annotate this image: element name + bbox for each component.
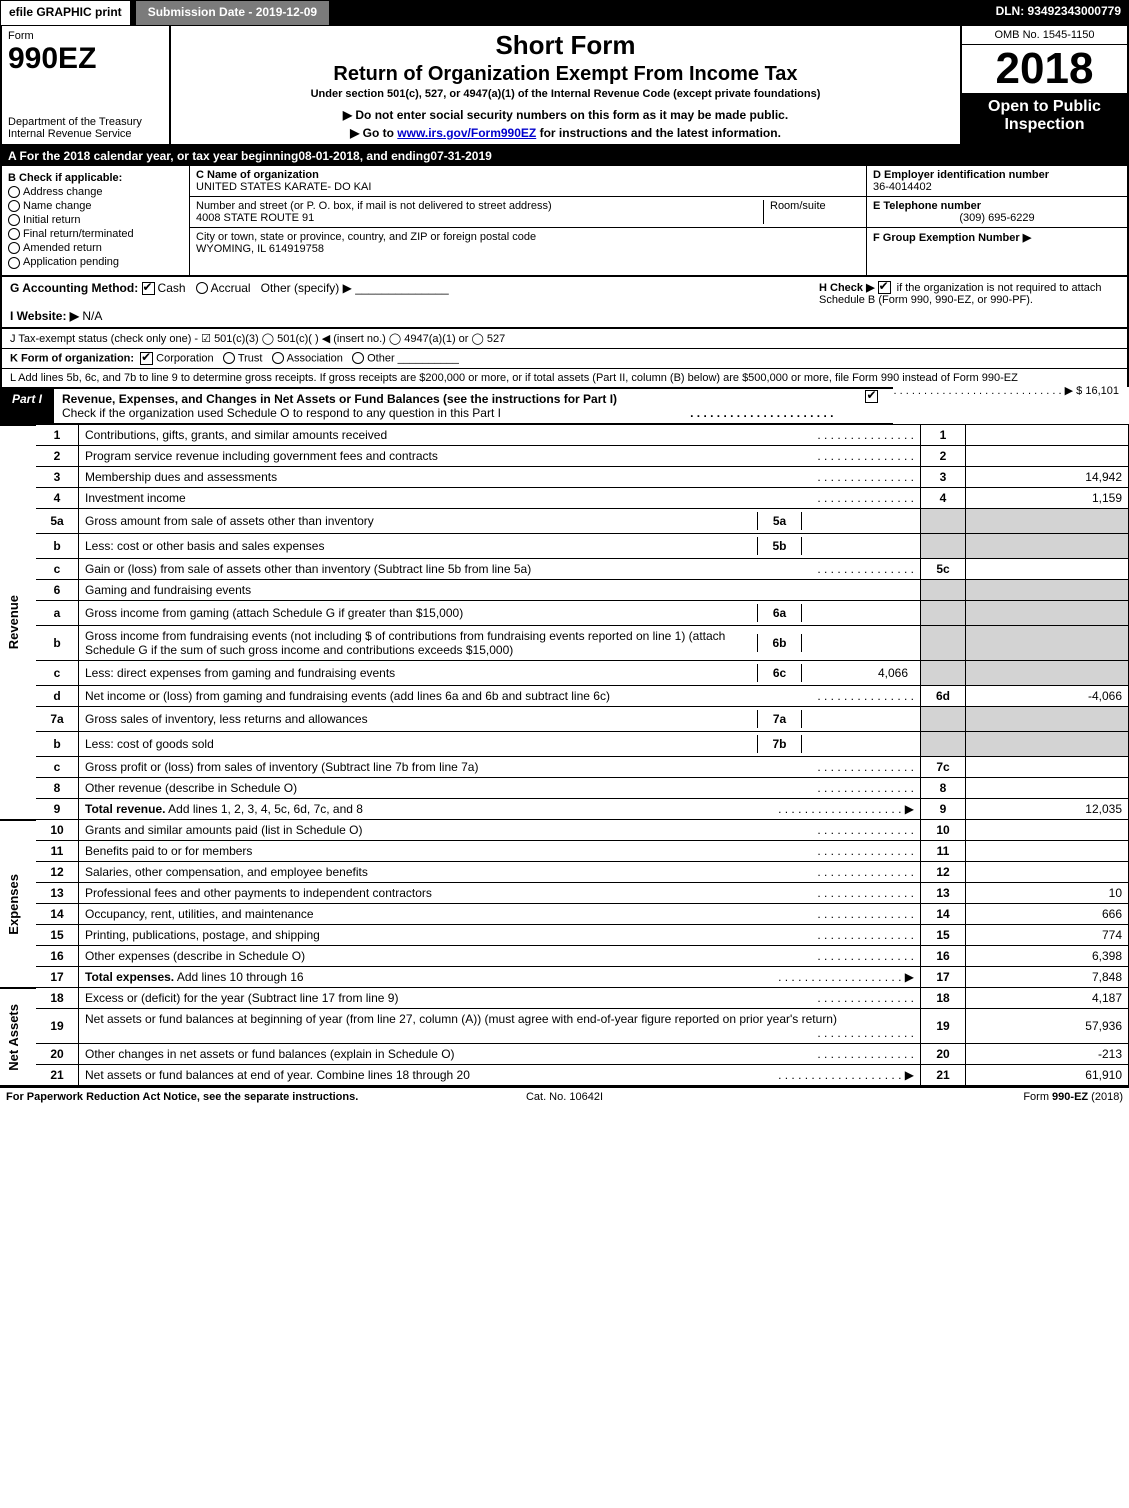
line-row: cGross profit or (loss) from sales of in…: [0, 757, 1129, 778]
website: N/A: [82, 309, 102, 323]
line-row: 17Total expenses. Add lines 10 through 1…: [0, 967, 1129, 988]
box-def: D Employer identification number 36-4014…: [867, 166, 1127, 275]
box-c: C Name of organization UNITED STATES KAR…: [190, 166, 867, 275]
dept-treasury: Department of the Treasury Internal Reve…: [8, 116, 163, 140]
street-address: 4008 STATE ROUTE 91: [196, 212, 314, 224]
omb-number: OMB No. 1545-1150: [962, 26, 1127, 45]
return-title: Return of Organization Exempt From Incom…: [179, 63, 952, 86]
line-row: cLess: direct expenses from gaming and f…: [0, 661, 1129, 686]
tax-year: 2018: [962, 45, 1127, 94]
line-row: 11Benefits paid to or for members . . . …: [0, 841, 1129, 862]
line-row: 19Net assets or fund balances at beginni…: [0, 1009, 1129, 1044]
part1-check-o[interactable]: [865, 390, 878, 403]
line-row: 12Salaries, other compensation, and empl…: [0, 862, 1129, 883]
under-section: Under section 501(c), 527, or 4947(a)(1)…: [179, 88, 952, 100]
line-row: 4Investment income . . . . . . . . . . .…: [0, 488, 1129, 509]
line-row: dNet income or (loss) from gaming and fu…: [0, 686, 1129, 707]
line-l: L Add lines 5b, 6c, and 7b to line 9 to …: [0, 369, 1129, 387]
lines-table: Revenue1Contributions, gifts, grants, an…: [0, 424, 1129, 1087]
dln: DLN: 93492343000779: [988, 0, 1129, 26]
box-b: B Check if applicable: Address change Na…: [2, 166, 190, 275]
line-row: 9Total revenue. Add lines 1, 2, 3, 4, 5c…: [0, 799, 1129, 820]
line-row: Expenses10Grants and similar amounts pai…: [0, 820, 1129, 841]
line-row: 2Program service revenue including gover…: [0, 446, 1129, 467]
efile-print[interactable]: efile GRAPHIC print: [0, 0, 131, 26]
line-row: bLess: cost of goods sold7b: [0, 732, 1129, 757]
line-row: 20Other changes in net assets or fund ba…: [0, 1044, 1129, 1065]
line-row: cGain or (loss) from sale of assets othe…: [0, 559, 1129, 580]
short-form-title: Short Form: [179, 30, 952, 61]
line-row: 6Gaming and fundraising events: [0, 580, 1129, 601]
line-k: K Form of organization: Corporation Trus…: [0, 349, 1129, 369]
form-header: Form 990EZ Department of the Treasury In…: [0, 26, 1129, 146]
footer: For Paperwork Reduction Act Notice, see …: [0, 1086, 1129, 1106]
tax-period: A For the 2018 calendar year, or tax yea…: [0, 146, 1129, 166]
irs-link[interactable]: www.irs.gov/Form990EZ: [397, 126, 536, 140]
part1-header: Part I Revenue, Expenses, and Changes in…: [0, 387, 893, 424]
line-row: 8Other revenue (describe in Schedule O) …: [0, 778, 1129, 799]
section-g-h: G Accounting Method: Cash Accrual Other …: [0, 277, 1129, 329]
top-bar: efile GRAPHIC print Submission Date - 20…: [0, 0, 1129, 26]
do-not-enter: ▶ Do not enter social security numbers o…: [179, 108, 952, 122]
open-to-public: Open to Public Inspection: [962, 94, 1127, 144]
line-row: Net Assets18Excess or (deficit) for the …: [0, 988, 1129, 1009]
goto-instructions: ▶ Go to www.irs.gov/Form990EZ for instru…: [179, 126, 952, 140]
line-row: 15Printing, publications, postage, and s…: [0, 925, 1129, 946]
ein: 36-4014402: [873, 181, 932, 193]
line-row: aGross income from gaming (attach Schedu…: [0, 601, 1129, 626]
form-number: 990EZ: [8, 44, 163, 74]
line-row: 13Professional fees and other payments t…: [0, 883, 1129, 904]
line-j: J Tax-exempt status (check only one) - ☑…: [0, 329, 1129, 349]
submission-date: Submission Date - 2019-12-09: [135, 0, 330, 26]
line-row: 14Occupancy, rent, utilities, and mainte…: [0, 904, 1129, 925]
form-label: Form: [8, 30, 163, 42]
line-row: bGross income from fundraising events (n…: [0, 626, 1129, 661]
line-row: 7aGross sales of inventory, less returns…: [0, 707, 1129, 732]
info-grid: B Check if applicable: Address change Na…: [0, 166, 1129, 277]
phone: (309) 695-6229: [873, 212, 1121, 224]
line-row: Revenue1Contributions, gifts, grants, an…: [0, 425, 1129, 446]
line-row: 5aGross amount from sale of assets other…: [0, 509, 1129, 534]
city-state-zip: WYOMING, IL 614919758: [196, 243, 324, 255]
org-name: UNITED STATES KARATE- DO KAI: [196, 181, 371, 193]
line-row: 21Net assets or fund balances at end of …: [0, 1065, 1129, 1086]
line-row: 3Membership dues and assessments . . . .…: [0, 467, 1129, 488]
gross-receipts: 16,101: [1085, 385, 1119, 397]
line-row: 16Other expenses (describe in Schedule O…: [0, 946, 1129, 967]
line-row: bLess: cost or other basis and sales exp…: [0, 534, 1129, 559]
